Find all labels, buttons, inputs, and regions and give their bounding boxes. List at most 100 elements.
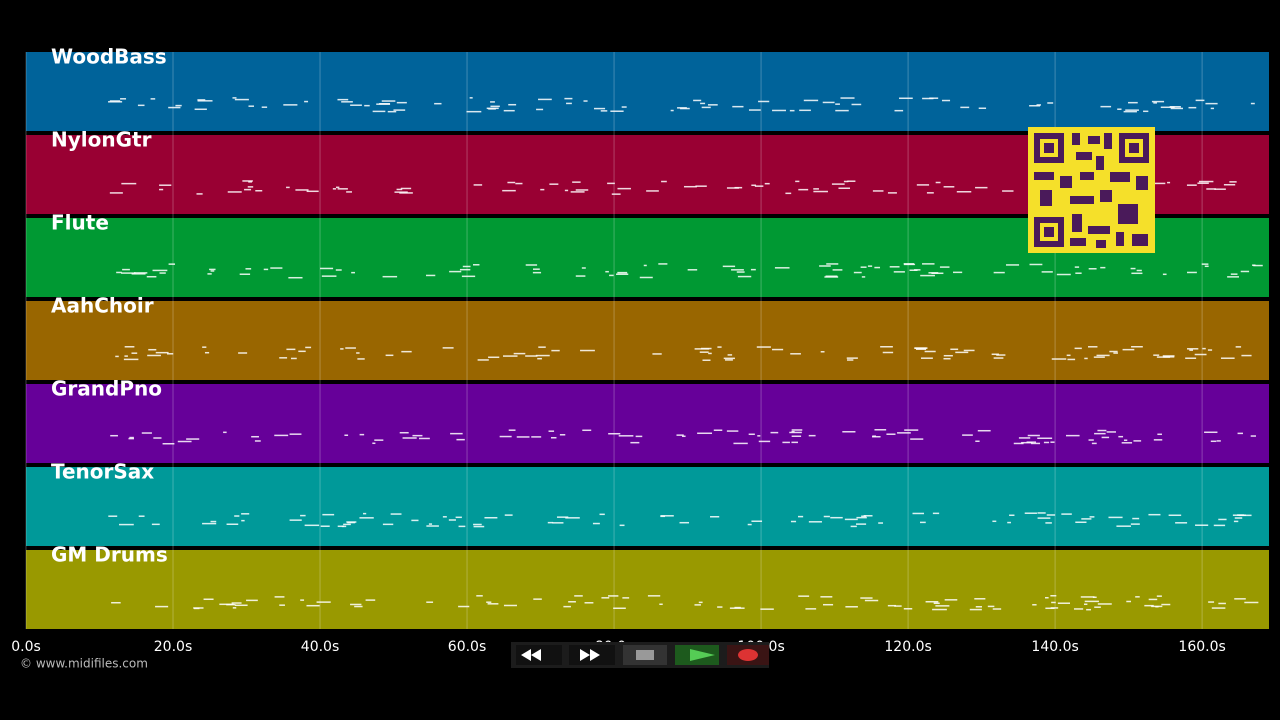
- note: [382, 275, 398, 278]
- track-name: TenorSax: [51, 460, 154, 484]
- note: [254, 440, 261, 442]
- stop-button[interactable]: [623, 645, 667, 665]
- note: [1144, 604, 1154, 607]
- note: [772, 109, 786, 112]
- note: [1250, 102, 1255, 105]
- note: [1125, 109, 1139, 111]
- record-button[interactable]: [727, 645, 769, 665]
- note: [197, 99, 206, 101]
- note: [357, 358, 365, 360]
- note: [996, 354, 1006, 356]
- note: [286, 348, 296, 351]
- note: [1029, 105, 1041, 107]
- note: [608, 432, 621, 435]
- note: [547, 521, 554, 524]
- note: [935, 181, 941, 184]
- note: [1088, 268, 1097, 270]
- note: [993, 271, 1005, 274]
- note: [676, 434, 684, 436]
- note: [944, 599, 958, 601]
- note: [477, 359, 489, 361]
- rewind-button[interactable]: [516, 645, 562, 665]
- note: [1241, 354, 1252, 357]
- note: [340, 348, 344, 350]
- note: [462, 265, 471, 268]
- note: [600, 110, 608, 112]
- note: [791, 435, 802, 438]
- note: [1250, 435, 1256, 437]
- note: [450, 432, 463, 435]
- note: [1109, 350, 1118, 353]
- note: [978, 107, 987, 110]
- note: [1031, 442, 1041, 445]
- note: [621, 106, 627, 108]
- play-button[interactable]: [675, 645, 719, 665]
- note: [1065, 434, 1080, 437]
- note: [904, 429, 919, 431]
- note: [1148, 513, 1161, 516]
- note: [155, 351, 169, 354]
- note: [316, 601, 331, 603]
- note: [845, 606, 858, 608]
- note: [977, 429, 991, 432]
- note: [346, 521, 357, 523]
- note: [1213, 524, 1226, 527]
- note: [647, 595, 661, 597]
- note: [575, 275, 586, 277]
- note: [1050, 595, 1057, 597]
- note: [1218, 518, 1227, 521]
- note: [758, 100, 770, 103]
- note: [1187, 271, 1197, 274]
- note: [1233, 520, 1239, 523]
- note: [426, 274, 436, 277]
- note: [341, 525, 347, 528]
- note: [903, 263, 915, 265]
- note: [987, 605, 995, 608]
- note: [874, 266, 881, 269]
- note: [1210, 440, 1217, 443]
- forward-button[interactable]: [569, 645, 615, 665]
- note: [532, 271, 542, 274]
- tick-label: 20.0s: [154, 639, 192, 655]
- note: [1080, 596, 1095, 598]
- note: [963, 349, 975, 352]
- note: [1101, 436, 1110, 439]
- note: [122, 268, 130, 271]
- note: [1214, 188, 1226, 190]
- note: [774, 267, 790, 269]
- note: [298, 350, 306, 353]
- note: [350, 603, 362, 606]
- note: [916, 184, 930, 186]
- note: [525, 264, 538, 266]
- note: [466, 110, 482, 113]
- note: [864, 599, 879, 602]
- note: [202, 522, 217, 525]
- note: [926, 192, 934, 194]
- note: [335, 269, 342, 271]
- note: [1032, 604, 1037, 606]
- note: [1018, 437, 1031, 439]
- note: [535, 354, 550, 357]
- note: [825, 275, 838, 277]
- note: [1096, 354, 1110, 357]
- note: [151, 523, 160, 526]
- note: [337, 188, 348, 190]
- note: [1230, 273, 1238, 275]
- note: [473, 184, 483, 186]
- note: [790, 353, 801, 355]
- note: [1136, 269, 1142, 272]
- note: [1122, 348, 1135, 351]
- note: [924, 350, 936, 353]
- note: [1133, 440, 1142, 442]
- note: [234, 604, 248, 607]
- note: [1121, 442, 1133, 444]
- note: [1100, 266, 1106, 269]
- note: [513, 352, 526, 355]
- note: [322, 513, 335, 516]
- note: [227, 191, 242, 193]
- note: [733, 442, 748, 445]
- note: [110, 434, 118, 437]
- note: [239, 273, 251, 275]
- note: [533, 268, 540, 270]
- note: [1046, 514, 1056, 516]
